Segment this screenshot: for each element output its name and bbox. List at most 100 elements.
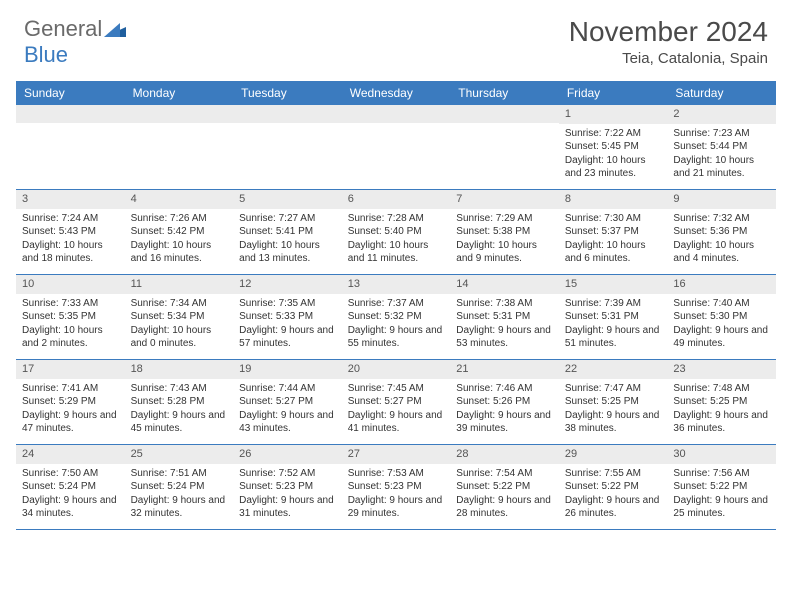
week-row: 1Sunrise: 7:22 AMSunset: 5:45 PMDaylight… [16,105,776,189]
day-cell: 1Sunrise: 7:22 AMSunset: 5:45 PMDaylight… [559,105,668,189]
day-details: Sunrise: 7:55 AMSunset: 5:22 PMDaylight:… [559,464,668,525]
sunset-text: Sunset: 5:23 PM [348,480,445,494]
day-cell: 19Sunrise: 7:44 AMSunset: 5:27 PMDayligh… [233,360,342,444]
daylight-text: Daylight: 9 hours and 31 minutes. [239,494,336,521]
sunset-text: Sunset: 5:33 PM [239,310,336,324]
day-number: 12 [233,275,342,294]
sunset-text: Sunset: 5:38 PM [456,225,553,239]
day-cell [16,105,125,189]
sunrise-text: Sunrise: 7:23 AM [673,127,770,141]
day-details: Sunrise: 7:53 AMSunset: 5:23 PMDaylight:… [342,464,451,525]
day-details: Sunrise: 7:40 AMSunset: 5:30 PMDaylight:… [667,294,776,355]
day-number: 21 [450,360,559,379]
sunset-text: Sunset: 5:40 PM [348,225,445,239]
weeks-container: 1Sunrise: 7:22 AMSunset: 5:45 PMDaylight… [16,105,776,530]
daylight-text: Daylight: 10 hours and 2 minutes. [22,324,119,351]
daylight-text: Daylight: 10 hours and 11 minutes. [348,239,445,266]
sunset-text: Sunset: 5:28 PM [131,395,228,409]
day-details: Sunrise: 7:47 AMSunset: 5:25 PMDaylight:… [559,379,668,440]
sunset-text: Sunset: 5:42 PM [131,225,228,239]
day-cell: 15Sunrise: 7:39 AMSunset: 5:31 PMDayligh… [559,275,668,359]
day-cell: 16Sunrise: 7:40 AMSunset: 5:30 PMDayligh… [667,275,776,359]
sunset-text: Sunset: 5:29 PM [22,395,119,409]
sunset-text: Sunset: 5:24 PM [131,480,228,494]
day-number [450,105,559,123]
sunset-text: Sunset: 5:27 PM [348,395,445,409]
sunrise-text: Sunrise: 7:32 AM [673,212,770,226]
daylight-text: Daylight: 9 hours and 51 minutes. [565,324,662,351]
logo: General [24,16,126,42]
day-details: Sunrise: 7:56 AMSunset: 5:22 PMDaylight:… [667,464,776,525]
day-number: 4 [125,190,234,209]
daylight-text: Daylight: 9 hours and 49 minutes. [673,324,770,351]
sunrise-text: Sunrise: 7:38 AM [456,297,553,311]
daylight-text: Daylight: 10 hours and 6 minutes. [565,239,662,266]
sunrise-text: Sunrise: 7:30 AM [565,212,662,226]
day-number: 17 [16,360,125,379]
day-cell: 9Sunrise: 7:32 AMSunset: 5:36 PMDaylight… [667,190,776,274]
sunrise-text: Sunrise: 7:29 AM [456,212,553,226]
daylight-text: Daylight: 10 hours and 16 minutes. [131,239,228,266]
day-cell: 24Sunrise: 7:50 AMSunset: 5:24 PMDayligh… [16,445,125,529]
day-number: 10 [16,275,125,294]
sunset-text: Sunset: 5:25 PM [673,395,770,409]
day-details: Sunrise: 7:34 AMSunset: 5:34 PMDaylight:… [125,294,234,355]
weekday-label: Thursday [450,81,559,105]
day-details: Sunrise: 7:37 AMSunset: 5:32 PMDaylight:… [342,294,451,355]
sunrise-text: Sunrise: 7:46 AM [456,382,553,396]
sunrise-text: Sunrise: 7:45 AM [348,382,445,396]
weekday-label: Monday [125,81,234,105]
day-cell: 25Sunrise: 7:51 AMSunset: 5:24 PMDayligh… [125,445,234,529]
day-cell: 20Sunrise: 7:45 AMSunset: 5:27 PMDayligh… [342,360,451,444]
weekday-label: Saturday [667,81,776,105]
day-number: 16 [667,275,776,294]
day-number: 9 [667,190,776,209]
sunset-text: Sunset: 5:22 PM [456,480,553,494]
day-cell [450,105,559,189]
day-details: Sunrise: 7:52 AMSunset: 5:23 PMDaylight:… [233,464,342,525]
day-details: Sunrise: 7:46 AMSunset: 5:26 PMDaylight:… [450,379,559,440]
day-cell: 2Sunrise: 7:23 AMSunset: 5:44 PMDaylight… [667,105,776,189]
daylight-text: Daylight: 9 hours and 55 minutes. [348,324,445,351]
day-number [233,105,342,123]
weekday-label: Wednesday [342,81,451,105]
day-cell: 26Sunrise: 7:52 AMSunset: 5:23 PMDayligh… [233,445,342,529]
day-cell: 6 Sunrise: 7:28 AMSunset: 5:40 PMDaylight… [342,190,451,274]
day-number: 6 [342,190,451,209]
sunset-text: Sunset: 5:32 PM [348,310,445,324]
sunset-text: Sunset: 5:45 PM [565,140,662,154]
day-cell: 17Sunrise: 7:41 AMSunset: 5:29 PMDayligh… [16,360,125,444]
day-details: Sunrise: 7:51 AMSunset: 5:24 PMDaylight:… [125,464,234,525]
day-number: 30 [667,445,776,464]
day-number: 22 [559,360,668,379]
day-number: 5 [233,190,342,209]
daylight-text: Daylight: 10 hours and 21 minutes. [673,154,770,181]
sunset-text: Sunset: 5:22 PM [673,480,770,494]
sunset-text: Sunset: 5:37 PM [565,225,662,239]
day-number: 29 [559,445,668,464]
daylight-text: Daylight: 9 hours and 32 minutes. [131,494,228,521]
day-number: 14 [450,275,559,294]
day-cell: 22Sunrise: 7:47 AMSunset: 5:25 PMDayligh… [559,360,668,444]
day-details: Sunrise: 7:24 AMSunset: 5:43 PMDaylight:… [16,209,125,270]
sunrise-text: Sunrise: 7:35 AM [239,297,336,311]
sunrise-text: Sunrise: 7:33 AM [22,297,119,311]
day-number: 19 [233,360,342,379]
sunset-text: Sunset: 5:43 PM [22,225,119,239]
month-title: November 2024 [569,16,768,48]
day-number: 11 [125,275,234,294]
daylight-text: Daylight: 10 hours and 18 minutes. [22,239,119,266]
day-details: Sunrise: 7:33 AMSunset: 5:35 PMDaylight:… [16,294,125,355]
daylight-text: Daylight: 9 hours and 29 minutes. [348,494,445,521]
daylight-text: Daylight: 9 hours and 26 minutes. [565,494,662,521]
sunset-text: Sunset: 5:34 PM [131,310,228,324]
daylight-text: Daylight: 9 hours and 45 minutes. [131,409,228,436]
sunrise-text: Sunrise: 7:28 AM [348,212,445,226]
week-row: 10Sunrise: 7:33 AMSunset: 5:35 PMDayligh… [16,274,776,359]
day-cell: 27Sunrise: 7:53 AMSunset: 5:23 PMDayligh… [342,445,451,529]
sunset-text: Sunset: 5:25 PM [565,395,662,409]
day-number: 27 [342,445,451,464]
week-row: 3Sunrise: 7:24 AMSunset: 5:43 PMDaylight… [16,189,776,274]
sunrise-text: Sunrise: 7:56 AM [673,467,770,481]
sunrise-text: Sunrise: 7:50 AM [22,467,119,481]
